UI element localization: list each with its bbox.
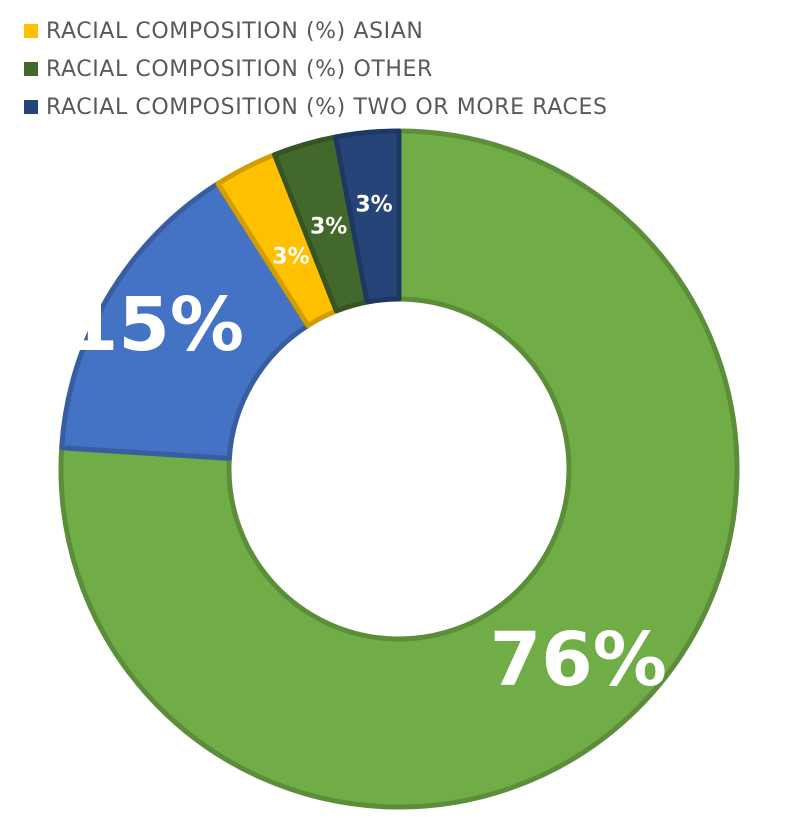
data-label-3: 3% (310, 215, 347, 240)
legend-swatch-other (24, 62, 38, 76)
legend-label-other: RACIAL COMPOSITION (%) OTHER (46, 56, 433, 82)
donut-slice-1 (59, 181, 311, 461)
legend: RACIAL COMPOSITION (%) ASIAN RACIAL COMP… (24, 12, 608, 126)
legend-swatch-asian (24, 24, 38, 38)
donut-slice-4 (333, 128, 402, 305)
data-label-1: 15% (67, 282, 244, 368)
data-label-0: 76% (490, 617, 667, 703)
legend-item-other: RACIAL COMPOSITION (%) OTHER (24, 50, 608, 88)
data-label-4: 3% (355, 193, 392, 218)
legend-item-asian: RACIAL COMPOSITION (%) ASIAN (24, 12, 608, 50)
legend-label-two-or-more: RACIAL COMPOSITION (%) TWO OR MORE RACES (46, 94, 608, 120)
donut-slice-0 (58, 128, 740, 810)
data-label-2: 3% (272, 244, 309, 269)
legend-item-two-or-more: RACIAL COMPOSITION (%) TWO OR MORE RACES (24, 88, 608, 126)
legend-label-asian: RACIAL COMPOSITION (%) ASIAN (46, 18, 424, 44)
legend-swatch-two-or-more (24, 100, 38, 114)
